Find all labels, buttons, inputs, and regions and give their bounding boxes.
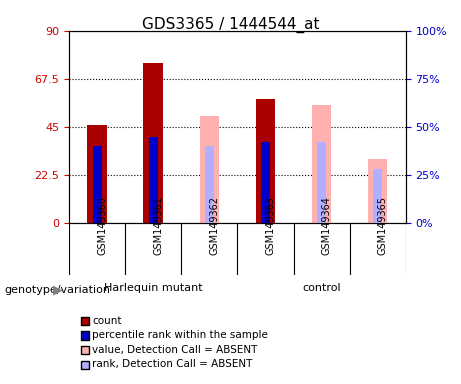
Text: GSM149364: GSM149364: [322, 196, 331, 255]
Text: rank, Detection Call = ABSENT: rank, Detection Call = ABSENT: [92, 359, 253, 369]
Bar: [88, 124, 107, 223]
Text: genotype/variation: genotype/variation: [5, 285, 111, 295]
Text: Harlequin mutant: Harlequin mutant: [104, 283, 202, 293]
Text: percentile rank within the sample: percentile rank within the sample: [92, 330, 268, 340]
Text: GSM149365: GSM149365: [378, 196, 388, 255]
Bar: [143, 63, 163, 223]
Bar: [312, 105, 331, 223]
Bar: [149, 137, 158, 223]
Bar: [256, 99, 275, 223]
Bar: [317, 142, 326, 223]
Text: ▶: ▶: [53, 283, 62, 296]
Text: control: control: [302, 283, 341, 293]
Bar: [373, 169, 382, 223]
Text: GDS3365 / 1444544_at: GDS3365 / 1444544_at: [142, 17, 319, 33]
Bar: [200, 116, 219, 223]
Text: GSM149362: GSM149362: [209, 196, 219, 255]
Bar: [93, 146, 101, 223]
Bar: [261, 142, 270, 223]
Text: count: count: [92, 316, 122, 326]
Text: GSM149363: GSM149363: [266, 196, 276, 255]
Bar: [205, 146, 214, 223]
Bar: [368, 159, 387, 223]
Text: value, Detection Call = ABSENT: value, Detection Call = ABSENT: [92, 345, 258, 355]
Text: GSM149361: GSM149361: [153, 196, 163, 255]
Text: GSM149360: GSM149360: [97, 196, 107, 255]
